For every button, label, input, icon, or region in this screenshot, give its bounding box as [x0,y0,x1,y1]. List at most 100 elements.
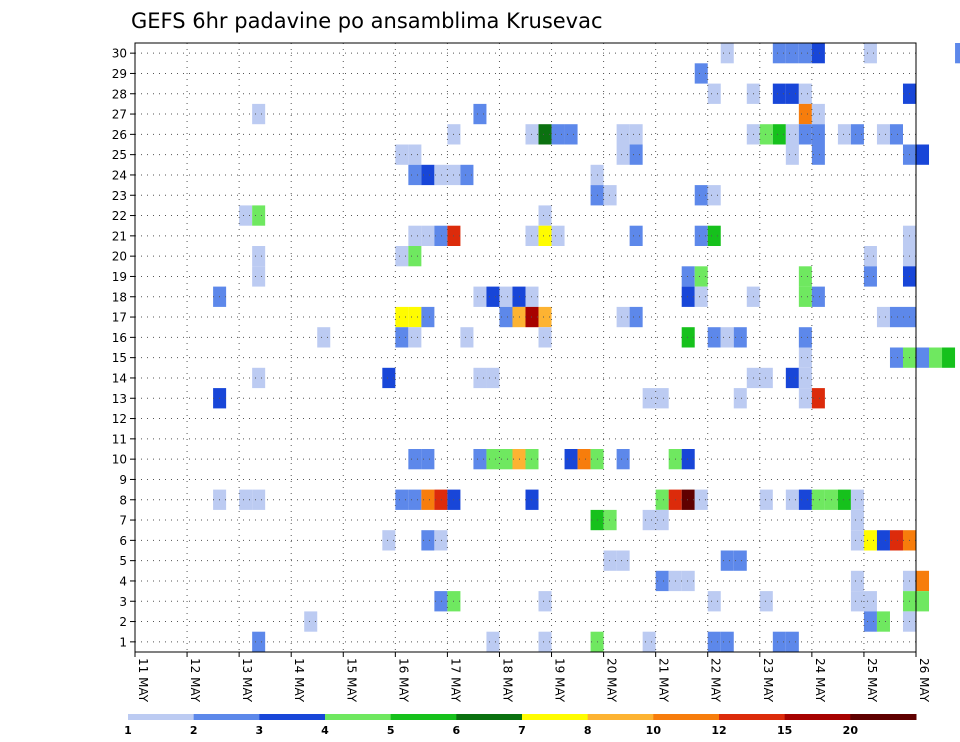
y-tick-label: 17 [112,311,127,325]
heatmap-cell [538,631,552,652]
heatmap-cell [460,164,474,186]
heatmap-cell [759,367,773,389]
heatmap-cell [876,611,890,632]
y-tick-label: 28 [112,87,127,101]
x-tick-label: 25 MAY [865,658,879,703]
x-tick-label: 19 MAY [553,658,567,703]
heatmap-cell [421,164,435,186]
heatmap-cell [551,225,565,246]
heatmap-cell [395,246,409,267]
heatmap-cell [434,225,448,246]
y-tick-label: 24 [112,168,127,182]
heatmap-cell [642,631,656,652]
heatmap-cell [603,550,617,571]
heatmap-cell [811,286,825,307]
heatmap-cell [759,124,773,145]
y-tick-label: 12 [112,412,127,426]
legend-swatch [456,714,523,720]
legend-label: 4 [321,724,329,737]
y-tick-label: 11 [112,432,127,446]
heatmap-cell [798,266,812,287]
heatmap-cell [525,489,539,510]
heatmap-cell [707,327,721,348]
heatmap-cell [811,144,825,165]
x-tick-label: 15 MAY [344,658,358,703]
heatmap-cell [486,631,500,652]
heatmap-cell [434,489,448,510]
y-tick-label: 13 [112,392,127,406]
legend-swatch [719,714,786,720]
heatmap-cell [408,246,422,267]
heatmap-cell [772,43,786,64]
heatmap-cell [785,124,799,145]
heatmap-cell [616,144,630,165]
legend-label: 7 [518,724,526,737]
heatmap-cell [720,631,734,652]
heatmap-cell [955,43,960,64]
heatmap-cell [876,124,890,145]
y-tick-label: 7 [119,514,127,528]
y-tick-label: 27 [112,108,127,122]
heatmap-cell [681,286,695,307]
heatmap-cell [707,591,721,612]
heatmap-cells [213,43,960,652]
x-tick-label: 13 MAY [240,658,254,703]
y-tick-label: 23 [112,189,127,203]
heatmap-cell [252,266,266,287]
heatmap-cell [603,185,617,206]
y-tick-label: 21 [112,229,127,243]
heatmap-cell [720,327,734,348]
heatmap-cell [395,144,409,165]
legend-label: 8 [584,724,592,737]
legend-swatch [259,714,326,720]
heatmap-cell [408,225,422,246]
heatmap-cell [629,306,643,328]
heatmap-cell [382,530,396,551]
heatmap-cell [538,591,552,612]
y-axis-ticks: 1234567891011121314151617181920212223242… [112,47,135,649]
heatmap-cell [798,367,812,389]
heatmap-cell [759,489,773,510]
y-tick-label: 4 [119,574,127,588]
heatmap-cell [473,449,487,470]
legend-swatch [587,714,654,720]
heatmap-cell [694,286,708,307]
heatmap-cell [512,449,526,470]
heatmap-cell [616,306,630,328]
y-tick-label: 1 [119,635,127,649]
legend-swatch [128,714,195,720]
heatmap-cell [837,124,851,145]
x-tick-label: 17 MAY [448,658,462,703]
heatmap-cell [564,124,578,145]
heatmap-cell [694,63,708,84]
heatmap-cell [733,388,747,409]
heatmap-cell [629,144,643,165]
heatmap-cell [850,570,864,592]
heatmap-cell [252,103,266,125]
heatmap-cell [863,266,877,287]
y-tick-label: 19 [112,270,127,284]
heatmap-cell [785,83,799,104]
heatmap-cell [252,367,266,389]
heatmap-cell [837,489,851,510]
x-axis-ticks: 11 MAY 12 MAY 13 MAY 14 MAY 15 MAY 16 MAY 17 M… [134,652,931,703]
y-tick-label: 22 [112,209,127,223]
heatmap-cell [512,306,526,328]
heatmap-cell [850,124,864,145]
heatmap-cell [798,43,812,64]
x-tick-label: 11 MAY [136,658,150,703]
heatmap-cell [681,489,695,510]
heatmap-cell [512,286,526,307]
y-tick-label: 25 [112,148,127,162]
heatmap-cell [408,489,422,510]
y-tick-label: 5 [119,554,127,568]
legend-label: 5 [387,724,395,737]
heatmap-cell [863,43,877,64]
heatmap-cell [434,164,448,186]
legend-label: 12 [711,724,726,737]
heatmap-cell [681,327,695,348]
legend-swatch [653,714,720,720]
heatmap-cell [850,509,864,531]
heatmap-cell [681,570,695,592]
heatmap-cell [876,306,890,328]
